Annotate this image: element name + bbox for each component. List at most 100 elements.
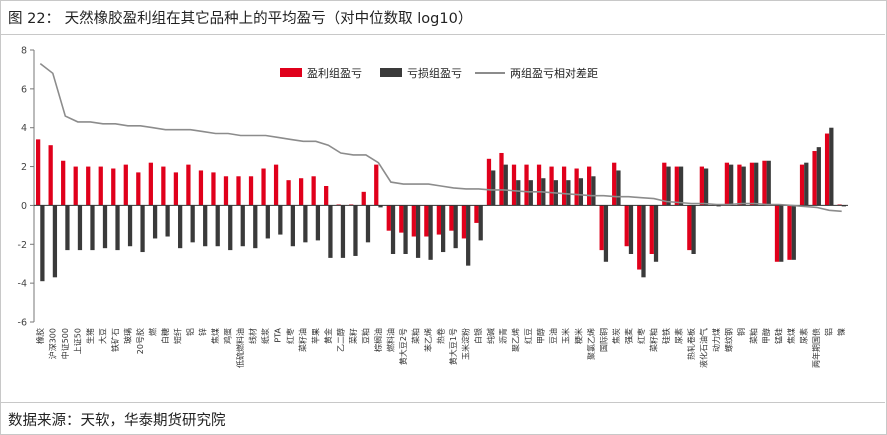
profit-bar bbox=[186, 164, 191, 206]
loss-bar bbox=[52, 205, 58, 278]
loss-bar bbox=[578, 178, 584, 206]
loss-bar bbox=[616, 170, 621, 206]
loss-bar bbox=[127, 205, 133, 247]
profit-bar bbox=[411, 205, 416, 237]
loss-bar bbox=[791, 205, 796, 260]
loss-bar bbox=[729, 164, 734, 206]
loss-bar bbox=[102, 205, 108, 249]
loss-bar bbox=[403, 205, 408, 254]
profit-bar bbox=[386, 205, 391, 231]
x-tick-label: 橡胶 bbox=[35, 328, 45, 344]
loss-bar bbox=[503, 164, 508, 206]
profit-bar bbox=[161, 166, 166, 206]
gap-line bbox=[39, 62, 842, 213]
loss-bar bbox=[453, 205, 458, 249]
profit-bar bbox=[136, 172, 141, 206]
profit-bar bbox=[812, 151, 817, 206]
legend-label-gap: 两组盈亏相对差距 bbox=[510, 66, 598, 80]
profit-bar bbox=[587, 166, 592, 206]
profit-bar bbox=[799, 164, 805, 206]
x-tick-label: 玉米 bbox=[561, 328, 571, 344]
profit-bar bbox=[248, 176, 254, 206]
loss-bar bbox=[152, 205, 158, 239]
x-tick-label: 燃 bbox=[147, 328, 157, 336]
x-tick-label: 焦煤 bbox=[786, 328, 796, 344]
x-tick-label: 国际铜 bbox=[598, 328, 608, 352]
loss-bar bbox=[190, 205, 195, 243]
x-tick-label: 铝 bbox=[185, 328, 195, 336]
x-tick-label: 黄大豆1号 bbox=[448, 328, 458, 365]
loss-bar bbox=[591, 176, 596, 206]
loss-bar bbox=[804, 162, 809, 206]
loss-bar bbox=[390, 205, 396, 254]
source-bar: 数据来源：天软，华泰期货研究院 bbox=[0, 402, 885, 434]
x-tick-label: 生猪 bbox=[85, 328, 95, 344]
y-tick-label: 0 bbox=[21, 201, 27, 212]
y-tick-label: 8 bbox=[21, 46, 27, 57]
y-tick-label: -2 bbox=[18, 240, 27, 251]
x-tick-label: 尿素 bbox=[799, 328, 809, 344]
x-tick-label: 两年期国债 bbox=[811, 328, 821, 368]
loss-bar bbox=[90, 205, 95, 251]
loss-bar bbox=[691, 205, 696, 254]
loss-bar bbox=[65, 205, 70, 251]
x-tick-label: 菜籽油 bbox=[298, 328, 308, 352]
profit-bar bbox=[536, 164, 542, 206]
loss-bar bbox=[603, 205, 609, 262]
profit-bar bbox=[674, 166, 679, 206]
profit-bar bbox=[762, 160, 767, 206]
profit-bar bbox=[787, 205, 792, 260]
loss-bar bbox=[478, 205, 483, 241]
loss-bar bbox=[628, 205, 634, 254]
profit-bar bbox=[549, 166, 554, 206]
x-tick-label: 锰硅 bbox=[774, 328, 784, 344]
x-tick-label: 热卷 bbox=[436, 328, 446, 344]
loss-bar bbox=[265, 205, 270, 239]
x-tick-label: 聚氯乙烯 bbox=[586, 328, 596, 360]
x-tick-label: 棕榈油 bbox=[373, 328, 383, 352]
y-tick-label: 6 bbox=[21, 84, 27, 95]
x-tick-label: 燃料油 bbox=[385, 328, 395, 352]
profit-bar bbox=[737, 164, 742, 206]
loss-bar bbox=[303, 205, 308, 243]
profit-bar bbox=[461, 205, 467, 239]
profit-bar bbox=[198, 170, 204, 206]
x-tick-label: 大豆 bbox=[97, 328, 107, 344]
loss-bar bbox=[115, 205, 120, 251]
x-tick-label: 苹果 bbox=[310, 328, 320, 344]
x-tick-label: 玉米淀粉 bbox=[461, 328, 471, 360]
x-tick-label: 聚乙烯 bbox=[511, 328, 521, 352]
profit-bar bbox=[48, 145, 53, 206]
loss-bar bbox=[415, 205, 421, 258]
y-tick-label: -4 bbox=[18, 279, 27, 290]
profit-bar bbox=[624, 205, 629, 247]
x-tick-label: 锌 bbox=[198, 328, 208, 336]
x-tick-label: 豆粕 bbox=[360, 328, 370, 344]
profit-bar bbox=[699, 166, 704, 206]
profit-bar bbox=[61, 160, 66, 206]
x-tick-label: 豆油 bbox=[548, 328, 558, 344]
x-tick-label: 动力煤 bbox=[711, 328, 721, 352]
loss-bar bbox=[703, 168, 709, 206]
loss-bar bbox=[641, 205, 646, 278]
profit-bar bbox=[436, 205, 441, 235]
x-tick-label: 热轧卷板 bbox=[686, 328, 696, 360]
loss-bar bbox=[754, 162, 759, 206]
x-tick-label: 线材 bbox=[248, 328, 258, 344]
loss-bar bbox=[165, 205, 170, 237]
y-tick-label: 2 bbox=[21, 162, 27, 173]
loss-bar bbox=[278, 205, 283, 235]
profit-bar bbox=[662, 162, 667, 206]
x-tick-label: 菜粕 bbox=[749, 328, 759, 344]
x-tick-label: 上证50 bbox=[73, 328, 82, 354]
y-tick-label: 4 bbox=[21, 123, 27, 134]
profit-bar bbox=[211, 172, 216, 206]
x-tick-label: 玻璃 bbox=[122, 328, 132, 344]
source-note: 数据来源：天软，华泰期货研究院 bbox=[8, 413, 226, 429]
profit-bar bbox=[524, 164, 529, 206]
profit-bar bbox=[749, 162, 755, 206]
x-tick-label: 菜籽粕 bbox=[648, 328, 658, 352]
loss-bar bbox=[491, 170, 496, 206]
x-tick-label: 短纤 bbox=[173, 328, 183, 344]
